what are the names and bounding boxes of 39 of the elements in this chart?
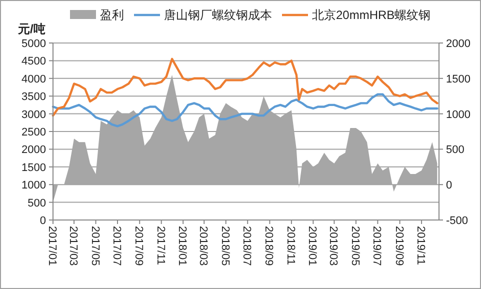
x-tick-label: 2019/01 xyxy=(306,226,318,266)
x-tick-label: 2018/11 xyxy=(284,226,296,265)
y-tick-label: 5000 xyxy=(22,38,46,50)
legend-label: 盈利 xyxy=(100,8,124,22)
y2-tick-label: 500 xyxy=(446,144,464,156)
y2-tick-label: 0 xyxy=(446,180,452,192)
y-tick-label: 1000 xyxy=(22,180,46,192)
x-tick-label: 2017/09 xyxy=(132,226,145,266)
y-tick-label: 4500 xyxy=(22,56,46,68)
y-tick-label: 3000 xyxy=(22,108,46,121)
legend-label: 北京20mmHRB螺纹钢 xyxy=(312,8,431,22)
x-tick-label: 2017/07 xyxy=(110,226,123,266)
legend-label: 唐山钢厂螺纹钢成本 xyxy=(164,8,272,22)
x-tick-label: 2019/07 xyxy=(370,226,383,266)
x-tick-label: 2017/11 xyxy=(154,226,166,265)
x-tick-label: 2018/01 xyxy=(176,226,188,266)
y-tick-label: 0 xyxy=(40,215,46,227)
x-tick-label: 2018/05 xyxy=(218,226,231,266)
y-tick-label: 3500 xyxy=(22,91,46,104)
x-tick-label: 2017/03 xyxy=(67,226,80,266)
x-tick-label: 2017/05 xyxy=(88,226,101,266)
x-tick-label: 2018/07 xyxy=(240,226,253,266)
y-tick-label: 1500 xyxy=(22,162,46,174)
y-tick-label: 4000 xyxy=(22,73,46,86)
y-axis-title: 元/吨 xyxy=(17,22,46,36)
y-tick-label: 2500 xyxy=(22,126,46,138)
x-tick-label: 2019/05 xyxy=(348,226,361,266)
y-tick-label: 500 xyxy=(28,197,46,210)
y-tick-label: 2000 xyxy=(22,144,46,156)
x-tick-label: 2019/11 xyxy=(414,226,427,265)
y2-tick-label: 1500 xyxy=(446,73,470,86)
x-tick-label: 2019/03 xyxy=(327,226,340,266)
y2-tick-label: 1000 xyxy=(446,108,470,121)
x-tick-label: 2017/01 xyxy=(46,226,58,266)
y2-tick-label: -500 xyxy=(446,215,468,227)
y2-tick-label: 2000 xyxy=(446,38,470,50)
x-tick-label: 2018/03 xyxy=(197,226,210,266)
x-tick-label: 2018/09 xyxy=(262,226,275,266)
x-tick-label: 2019/09 xyxy=(392,226,405,266)
